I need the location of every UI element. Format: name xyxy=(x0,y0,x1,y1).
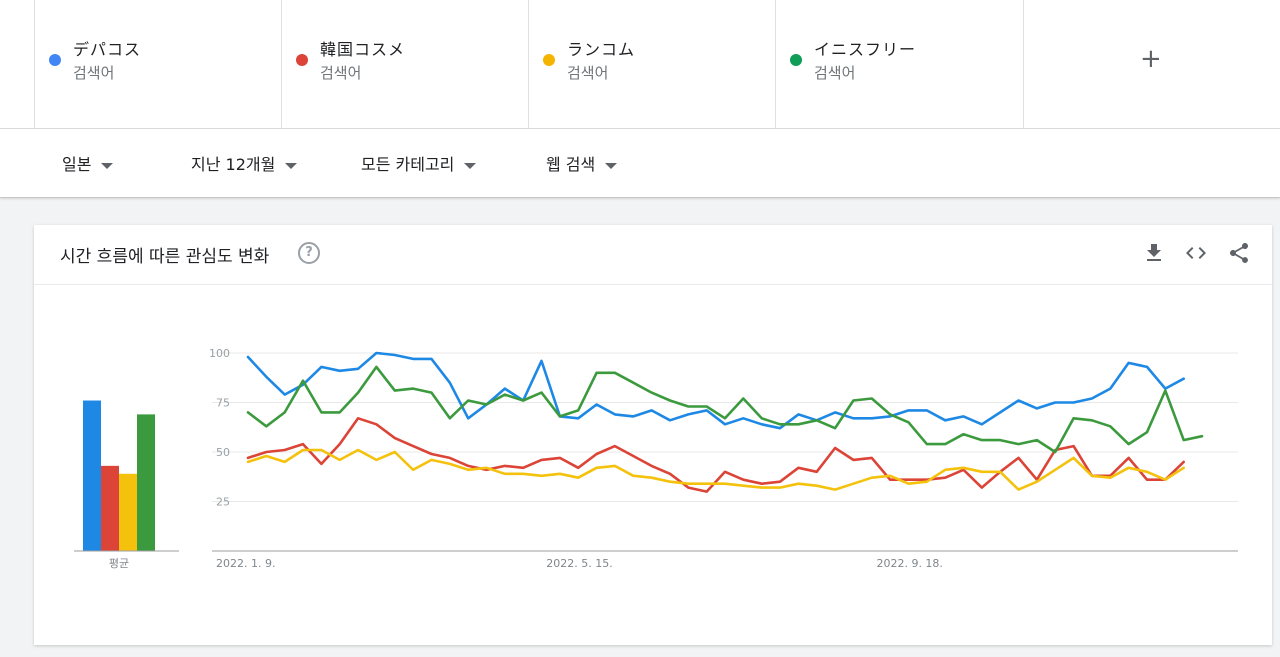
series-color-dot xyxy=(790,54,802,66)
term-name: 韓国コスメ xyxy=(320,40,406,59)
series-color-dot xyxy=(543,54,555,66)
help-circle-icon[interactable]: ? xyxy=(298,242,320,264)
embed-code-icon[interactable] xyxy=(1184,241,1208,265)
interest-over-time-card: 100 75 50 25 2022. 1. 9. 2022. 5. 15. 2022. 9.… xyxy=(34,225,1272,645)
x-tick-label: 2022. 9. 18. xyxy=(876,557,942,570)
term-card-4[interactable]: イニスフリー 검색어 xyxy=(775,0,1024,128)
card-header: 시간 흐름에 따른 관심도 변화 ? xyxy=(34,225,1272,285)
region-dropdown[interactable]: 일본 xyxy=(62,151,114,175)
add-comparison-button[interactable]: + xyxy=(1023,0,1280,128)
y-tick-label: 25 xyxy=(216,496,230,509)
x-tick-label: 2022. 5. 15. xyxy=(546,557,612,570)
y-tick-label: 100 xyxy=(209,347,230,360)
card-title: 시간 흐름에 따른 관심도 변화 xyxy=(60,247,270,267)
average-bar xyxy=(101,465,119,551)
series-line xyxy=(246,351,1185,430)
period-value: 지난 12개월 xyxy=(191,155,276,174)
y-tick-label: 75 xyxy=(216,397,230,410)
series-line xyxy=(246,448,1185,491)
interest-chart: 100 75 50 25 2022. 1. 9. 2022. 5. 15. 2022. 9.… xyxy=(74,347,1238,570)
term-name: イニスフリー xyxy=(814,40,917,59)
filter-bar: 일본 지난 12개월 모든 카테고리 웹 검색 xyxy=(0,129,1280,198)
category-value: 모든 카테고리 xyxy=(361,155,455,174)
average-bar xyxy=(137,414,155,551)
search-terms-bar: デパコス 검색어 韓国コスメ 검색어 ランコム 검색어 イニスフリー 검색어 + xyxy=(0,0,1280,129)
caret-down-icon xyxy=(464,162,477,169)
search-type-dropdown[interactable]: 웹 검색 xyxy=(546,151,618,175)
term-type-label: 검색어 xyxy=(814,64,856,82)
average-label: 평균 xyxy=(109,557,129,570)
term-card-1[interactable]: デパコス 검색어 xyxy=(34,0,282,128)
caret-down-icon xyxy=(605,162,618,169)
caret-down-icon xyxy=(101,162,114,169)
average-bar xyxy=(119,473,137,551)
average-bar xyxy=(83,400,101,551)
series-line xyxy=(246,417,1185,493)
term-card-2[interactable]: 韓国コスメ 검색어 xyxy=(281,0,529,128)
y-tick-label: 50 xyxy=(216,446,230,459)
region-value: 일본 xyxy=(62,155,92,174)
term-type-label: 검색어 xyxy=(73,64,115,82)
series-line xyxy=(246,365,1204,454)
caret-down-icon xyxy=(285,162,298,169)
term-name: デパコス xyxy=(73,40,142,59)
term-card-3[interactable]: ランコム 검색어 xyxy=(528,0,776,128)
term-type-label: 검색어 xyxy=(567,64,609,82)
term-name: ランコム xyxy=(567,40,636,59)
share-icon[interactable] xyxy=(1227,241,1251,265)
term-type-label: 검색어 xyxy=(320,64,362,82)
series-color-dot xyxy=(49,54,61,66)
series-color-dot xyxy=(296,54,308,66)
search-type-value: 웹 검색 xyxy=(546,155,596,174)
period-dropdown[interactable]: 지난 12개월 xyxy=(191,151,298,175)
x-tick-label: 2022. 1. 9. xyxy=(216,557,275,570)
plus-icon: + xyxy=(1140,44,1162,74)
category-dropdown[interactable]: 모든 카테고리 xyxy=(361,151,477,175)
download-icon[interactable] xyxy=(1142,241,1166,265)
